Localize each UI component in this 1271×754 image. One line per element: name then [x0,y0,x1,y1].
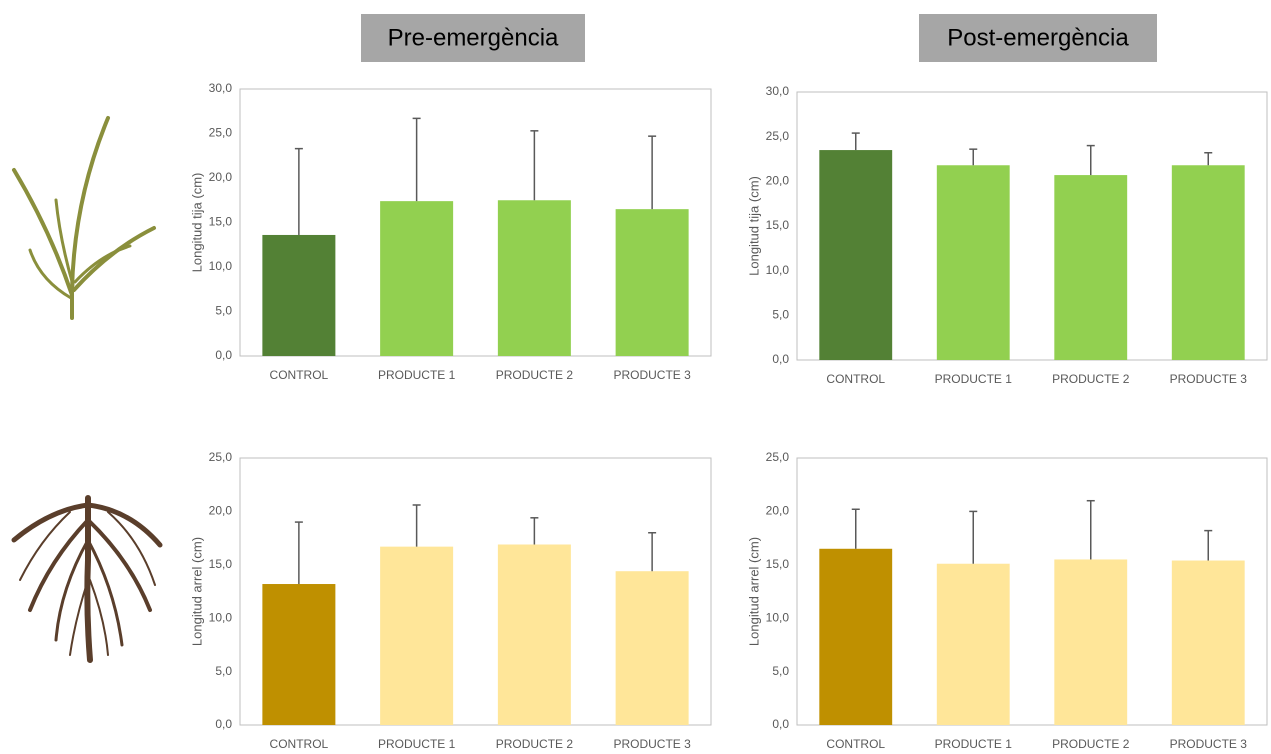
y-tick-label: 15,0 [209,557,233,571]
y-tick-label: 0,0 [772,352,789,366]
bar [1054,175,1127,360]
x-tick-label: PRODUCTE 1 [378,368,456,382]
y-tick-label: 10,0 [766,263,790,277]
bar [498,545,571,725]
x-tick-label: PRODUCTE 3 [613,368,691,382]
y-tick-label: 25,0 [209,126,233,140]
y-tick-label: 30,0 [209,81,233,95]
y-tick-label: 0,0 [215,348,232,362]
figure: Pre-emergència Post-emergència 0,0 5,0 10,… [0,0,1271,754]
y-tick-label: 15,0 [766,557,790,571]
y-tick-label: 25,0 [766,450,790,464]
y-tick-label: 25,0 [766,129,790,143]
x-tick-label: PRODUCTE 2 [496,737,574,751]
y-tick-label: 20,0 [209,504,233,518]
header: Post-emergència [947,24,1129,51]
y-tick-label: 0,0 [215,717,232,731]
bar [616,571,689,725]
y-tick-label: 5,0 [215,304,232,318]
y-tick-label: 20,0 [766,174,790,188]
y-axis-label: Longitud tija (cm) [746,176,761,276]
y-tick-label: 10,0 [766,610,790,624]
header: Pre-emergència [388,24,559,51]
y-tick-label: 20,0 [209,170,233,184]
x-tick-label: PRODUCTE 3 [1170,737,1248,751]
y-tick-label: 0,0 [772,717,789,731]
x-tick-label: PRODUCTE 3 [613,737,691,751]
bar [1054,559,1127,725]
x-tick-label: PRODUCTE 3 [1170,372,1248,386]
y-tick-label: 10,0 [209,259,233,273]
x-tick-label: CONTROL [826,372,885,386]
y-tick-label: 5,0 [772,664,789,678]
x-tick-label: PRODUCTE 1 [378,737,456,751]
bar [1172,561,1245,725]
x-tick-label: PRODUCTE 1 [935,737,1013,751]
y-axis-label: Longitud tija (cm) [189,173,204,273]
bar [1172,165,1245,360]
x-tick-label: CONTROL [270,368,329,382]
y-axis-label: Longitud arrel (cm) [746,537,761,646]
y-axis-label: Longitud arrel (cm) [189,537,204,646]
x-tick-label: CONTROL [826,737,885,751]
bar [380,547,453,725]
x-tick-label: PRODUCTE 2 [496,368,574,382]
y-tick-label: 20,0 [766,504,790,518]
plant-shoot-icon [14,118,154,318]
y-tick-label: 15,0 [209,215,233,229]
x-tick-label: PRODUCTE 2 [1052,372,1130,386]
x-tick-label: CONTROL [270,737,329,751]
y-tick-label: 5,0 [772,308,789,322]
bar [819,549,892,725]
y-tick-label: 25,0 [209,450,233,464]
root-icon [14,498,160,660]
bar [380,201,453,356]
x-tick-label: PRODUCTE 1 [935,372,1013,386]
bar [937,165,1010,360]
x-tick-label: PRODUCTE 2 [1052,737,1130,751]
y-tick-label: 30,0 [766,84,790,98]
y-tick-label: 15,0 [766,218,790,232]
bar [262,584,335,725]
bar [937,564,1010,725]
bar [262,235,335,356]
bar [616,209,689,356]
y-tick-label: 5,0 [215,664,232,678]
bar [498,200,571,356]
bar [819,150,892,360]
y-tick-label: 10,0 [209,610,233,624]
